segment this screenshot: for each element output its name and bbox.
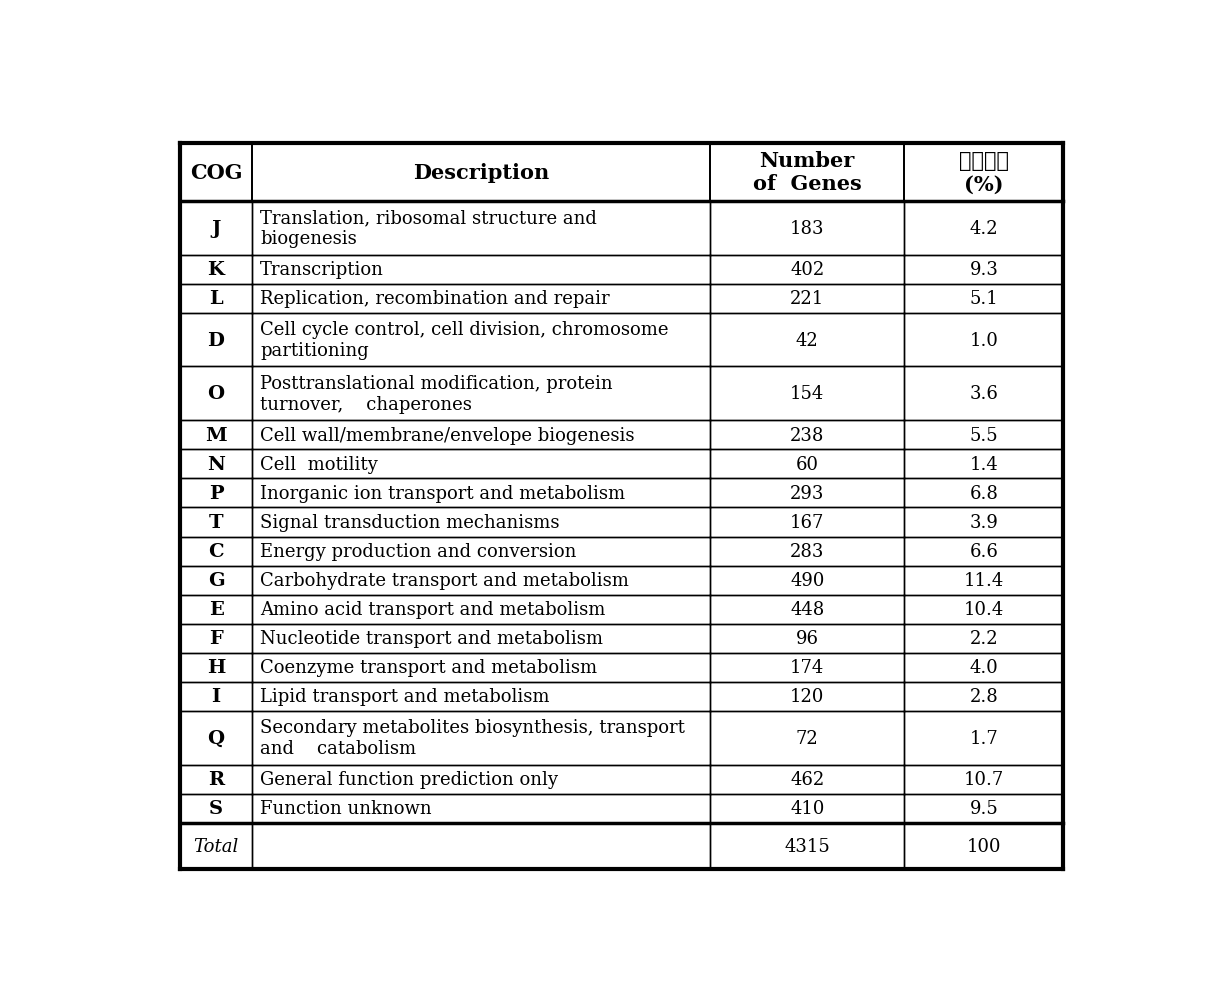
- Text: T: T: [209, 514, 223, 532]
- Text: Transcription: Transcription: [260, 261, 383, 279]
- Text: P: P: [209, 484, 223, 503]
- Text: Secondary metabolites biosynthesis, transport
and    catabolism: Secondary metabolites biosynthesis, tran…: [260, 719, 685, 757]
- Text: 72: 72: [796, 729, 819, 747]
- Text: 1.0: 1.0: [969, 331, 998, 349]
- Text: 2.2: 2.2: [969, 630, 998, 648]
- Text: 42: 42: [796, 331, 819, 349]
- Text: 490: 490: [790, 572, 825, 590]
- Text: D: D: [207, 331, 224, 349]
- Text: Posttranslational modification, protein
turnover,    chaperones: Posttranslational modification, protein …: [260, 374, 613, 413]
- Text: 183: 183: [790, 220, 825, 238]
- Text: 3.6: 3.6: [969, 385, 998, 403]
- Text: 3.9: 3.9: [969, 514, 998, 532]
- Text: Carbohydrate transport and metabolism: Carbohydrate transport and metabolism: [260, 572, 628, 590]
- Text: Function unknown: Function unknown: [260, 799, 432, 817]
- Text: 60: 60: [796, 455, 819, 473]
- Text: 6.8: 6.8: [969, 484, 998, 503]
- Text: 구성비율
(%): 구성비율 (%): [959, 151, 1009, 195]
- Text: 10.7: 10.7: [964, 770, 1004, 788]
- Text: Coenzyme transport and metabolism: Coenzyme transport and metabolism: [260, 659, 597, 677]
- Text: C: C: [209, 543, 224, 561]
- Text: S: S: [209, 799, 223, 817]
- Text: E: E: [209, 601, 223, 619]
- Text: L: L: [210, 290, 223, 308]
- Text: 283: 283: [790, 543, 825, 561]
- Text: 120: 120: [790, 688, 825, 706]
- Text: M: M: [205, 426, 227, 444]
- Text: 96: 96: [796, 630, 819, 648]
- Text: 10.4: 10.4: [964, 601, 1004, 619]
- Text: 410: 410: [790, 799, 825, 817]
- Text: G: G: [207, 572, 224, 590]
- Text: O: O: [207, 385, 224, 403]
- Text: Q: Q: [207, 729, 224, 747]
- Text: 402: 402: [790, 261, 825, 279]
- Text: Signal transduction mechanisms: Signal transduction mechanisms: [260, 514, 559, 532]
- Text: Nucleotide transport and metabolism: Nucleotide transport and metabolism: [260, 630, 603, 648]
- Text: I: I: [211, 688, 221, 706]
- Text: N: N: [207, 455, 224, 473]
- Text: 5.1: 5.1: [969, 290, 998, 308]
- Text: 238: 238: [790, 426, 825, 444]
- Text: 221: 221: [790, 290, 825, 308]
- Text: Cell cycle control, cell division, chromosome
partitioning: Cell cycle control, cell division, chrom…: [260, 321, 668, 360]
- Text: Cell  motility: Cell motility: [260, 455, 377, 473]
- Text: K: K: [207, 261, 224, 279]
- Text: 174: 174: [790, 659, 825, 677]
- Text: 1.7: 1.7: [969, 729, 998, 747]
- Text: 4.2: 4.2: [969, 220, 998, 238]
- Text: 9.3: 9.3: [969, 261, 998, 279]
- Text: 293: 293: [790, 484, 825, 503]
- Text: 448: 448: [790, 601, 825, 619]
- Text: 6.6: 6.6: [969, 543, 998, 561]
- Text: Translation, ribosomal structure and
biogenesis: Translation, ribosomal structure and bio…: [260, 209, 597, 248]
- Text: 5.5: 5.5: [969, 426, 998, 444]
- Text: General function prediction only: General function prediction only: [260, 770, 558, 788]
- Text: Inorganic ion transport and metabolism: Inorganic ion transport and metabolism: [260, 484, 625, 503]
- Text: 1.4: 1.4: [969, 455, 998, 473]
- Text: Replication, recombination and repair: Replication, recombination and repair: [260, 290, 610, 308]
- Text: 167: 167: [790, 514, 825, 532]
- Text: F: F: [209, 630, 223, 648]
- Text: Description: Description: [414, 162, 549, 183]
- Text: R: R: [207, 770, 224, 788]
- Text: Lipid transport and metabolism: Lipid transport and metabolism: [260, 688, 549, 706]
- Text: Number
of  Genes: Number of Genes: [753, 151, 861, 195]
- Text: 11.4: 11.4: [964, 572, 1004, 590]
- Text: Energy production and conversion: Energy production and conversion: [260, 543, 576, 561]
- Text: Total: Total: [193, 838, 239, 856]
- Text: 100: 100: [967, 838, 1001, 856]
- Text: 4.0: 4.0: [969, 659, 998, 677]
- Text: 154: 154: [790, 385, 825, 403]
- Text: H: H: [207, 659, 226, 677]
- Text: COG: COG: [189, 162, 243, 183]
- Text: Amino acid transport and metabolism: Amino acid transport and metabolism: [260, 601, 605, 619]
- Text: Cell wall/membrane/envelope biogenesis: Cell wall/membrane/envelope biogenesis: [260, 426, 634, 444]
- Text: 9.5: 9.5: [969, 799, 998, 817]
- Text: 462: 462: [790, 770, 825, 788]
- Text: 4315: 4315: [785, 838, 830, 856]
- Text: J: J: [211, 220, 221, 238]
- Text: 2.8: 2.8: [969, 688, 998, 706]
